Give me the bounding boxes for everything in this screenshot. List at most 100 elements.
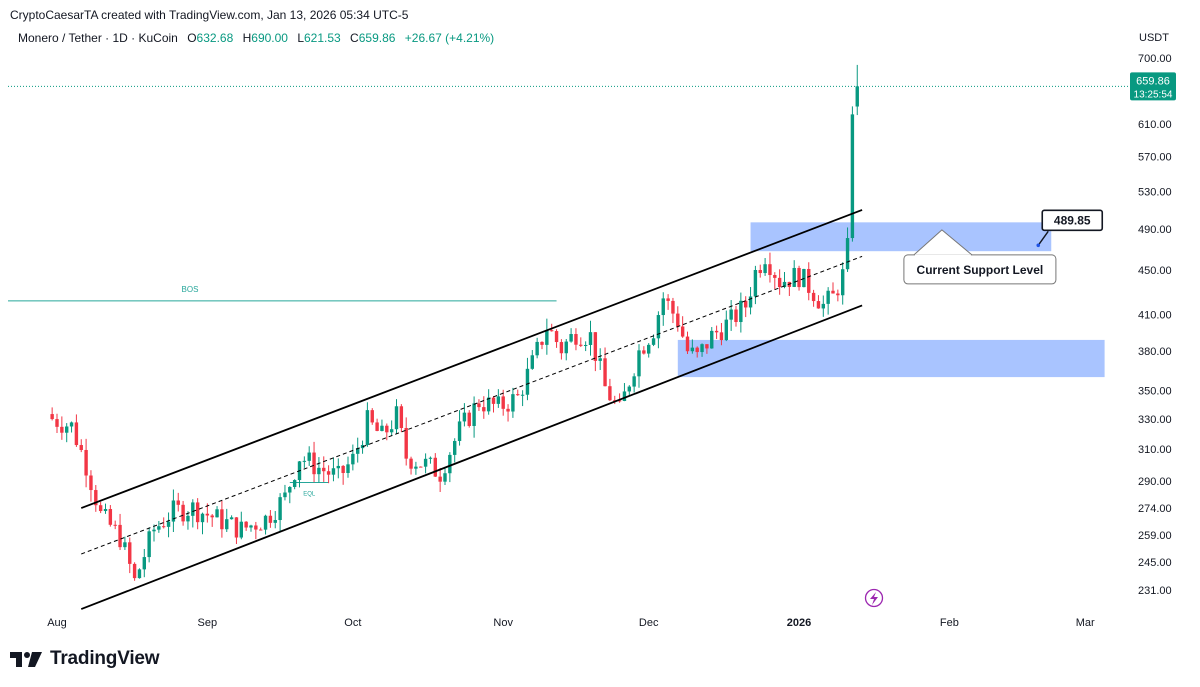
y-tick-label: 530.00 <box>1138 186 1172 198</box>
bos-layer: BOS EQL <box>8 285 557 498</box>
candle-body <box>608 386 612 401</box>
candle-body <box>356 448 360 454</box>
candle-body <box>438 476 442 482</box>
candle-body <box>753 269 758 297</box>
candle-body <box>249 525 253 528</box>
candle-body <box>593 332 598 361</box>
high-label: H <box>242 31 252 45</box>
candle-body <box>312 452 316 475</box>
candle-body <box>205 513 210 516</box>
candle-body <box>511 394 515 412</box>
tradingview-logo-icon <box>10 652 42 667</box>
close-label: C <box>350 31 359 45</box>
candle-body <box>525 368 530 395</box>
candle-body <box>516 394 520 396</box>
candle-body <box>773 275 777 278</box>
candle-body <box>147 531 151 558</box>
candle-body <box>191 502 195 516</box>
price-tag-layer: 659.86 13:25:54 <box>1130 72 1176 101</box>
candle-body <box>50 414 54 420</box>
candle-body <box>351 453 355 465</box>
candle-body <box>797 267 801 288</box>
close-value: 659.86 <box>358 31 396 45</box>
candle-body <box>118 524 122 548</box>
x-axis[interactable]: Aug Sep Oct Nov Dec 2026 Feb Mar <box>47 617 1095 629</box>
candle-body <box>317 467 321 475</box>
candle-body <box>268 515 273 523</box>
high-value: 690.00 <box>251 31 288 45</box>
x-tick-label: Oct <box>344 617 361 629</box>
candle-body <box>496 396 501 404</box>
candle-body <box>210 515 214 518</box>
price-callout-label: 489.85 <box>1054 213 1091 227</box>
y-tick-label: 245.00 <box>1138 557 1172 569</box>
candle-body <box>409 458 413 469</box>
candle-body <box>302 460 307 462</box>
candle-body <box>501 396 505 409</box>
candle-body <box>564 341 568 354</box>
flash-icon[interactable] <box>864 588 884 608</box>
candle-body <box>200 513 205 523</box>
symbol-name[interactable]: Monero / Tether · 1D · KuCoin <box>18 31 178 45</box>
tradingview-brand[interactable]: TradingView <box>10 648 160 670</box>
candle-body <box>782 281 787 288</box>
channel-lower-line <box>80 304 863 610</box>
candle-body <box>559 342 564 354</box>
candle-body <box>283 492 287 498</box>
candle-body <box>836 293 840 296</box>
support-callout-box <box>903 254 1057 285</box>
callouts-layer: 489.85 Current Support Level <box>903 209 1104 285</box>
candle-body <box>443 473 447 482</box>
candle-body <box>229 517 234 520</box>
candle-body <box>816 301 821 309</box>
y-tick-label: 350.00 <box>1138 386 1172 398</box>
candle-body <box>676 313 680 327</box>
candle-body <box>394 406 399 430</box>
candle-body <box>254 525 258 530</box>
candle-body <box>331 468 336 475</box>
candle-body <box>404 428 408 459</box>
y-tick-label: 259.00 <box>1138 530 1172 542</box>
candle-body <box>375 422 379 431</box>
candle-body <box>748 296 753 308</box>
candle-body <box>220 509 224 530</box>
candle-body <box>714 330 719 333</box>
x-tick-label: Mar <box>1076 617 1095 629</box>
channel-layer <box>80 209 863 610</box>
price-callout-pointer <box>1037 230 1049 246</box>
candle-body <box>724 319 728 341</box>
candle-body <box>322 467 326 472</box>
candle-body <box>380 425 384 431</box>
low-value: 621.53 <box>304 31 341 45</box>
candle-body <box>162 526 166 528</box>
candle-body <box>181 504 185 522</box>
x-tick-label: Aug <box>47 617 67 629</box>
eql-label: EQL <box>303 492 316 498</box>
candle-body <box>84 449 88 476</box>
y-tick-label: 610.00 <box>1138 119 1172 131</box>
candle-body <box>60 426 64 433</box>
y-tick-label: 274.00 <box>1138 503 1172 515</box>
candle-body <box>666 298 670 301</box>
candle-body <box>55 419 59 427</box>
candle-body <box>341 465 345 473</box>
candle-body <box>433 457 437 477</box>
y-axis[interactable]: 231.00 245.00 259.00 274.00 290.00 310.00 330.… <box>1138 53 1172 597</box>
candle-body <box>821 303 825 309</box>
candle-body <box>113 524 117 526</box>
x-tick-label: Dec <box>639 617 659 629</box>
candle-body <box>74 422 79 446</box>
candle-body <box>414 466 418 469</box>
candle-body <box>642 350 646 354</box>
candle-body <box>588 332 593 345</box>
candle-body <box>700 344 704 353</box>
open-label: O <box>187 31 197 45</box>
candle-body <box>448 454 452 474</box>
candle-body <box>346 464 350 473</box>
y-tick-label: 330.00 <box>1138 414 1172 426</box>
candle-body <box>811 292 816 302</box>
candle-body <box>695 347 699 353</box>
candle-body <box>89 475 93 491</box>
candle-body <box>419 466 423 468</box>
